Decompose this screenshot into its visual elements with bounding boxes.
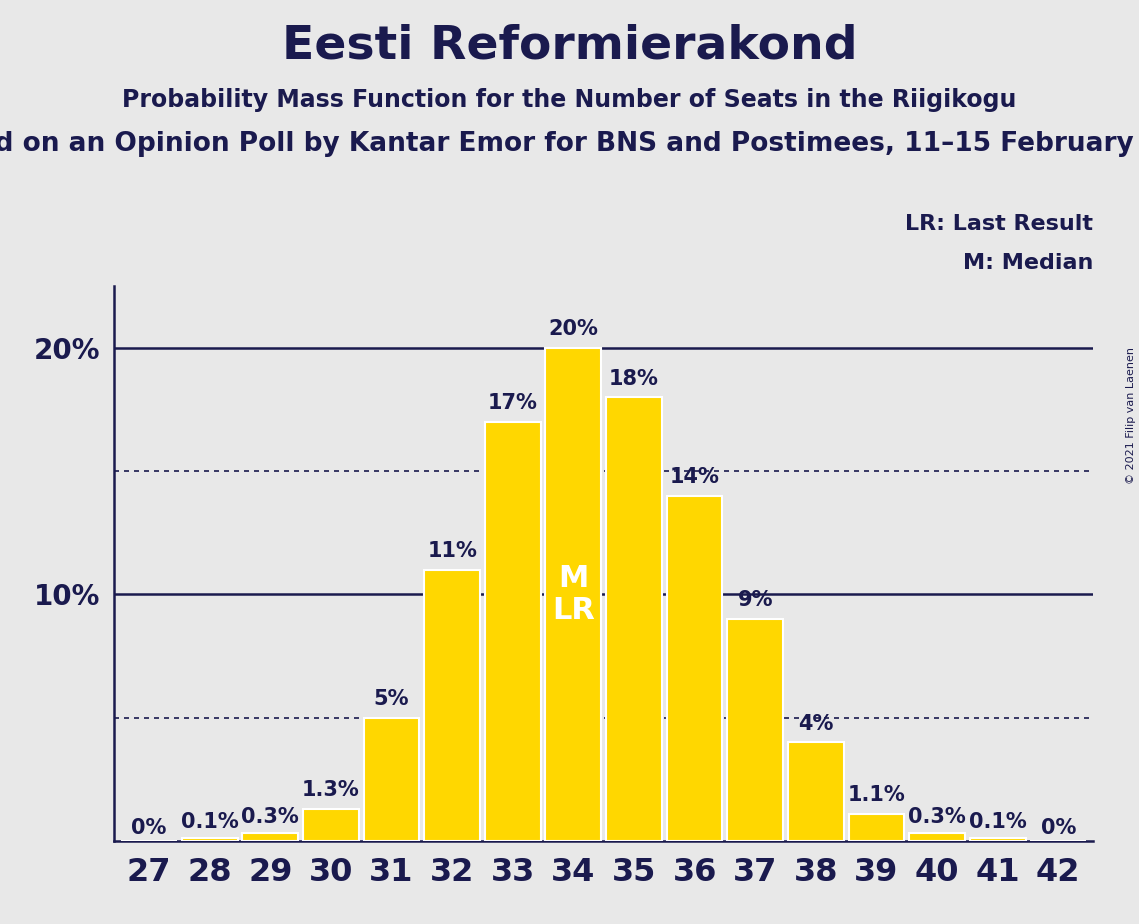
- Text: 0.1%: 0.1%: [969, 812, 1026, 833]
- Text: 5%: 5%: [374, 689, 409, 709]
- Text: 9%: 9%: [737, 590, 773, 611]
- Text: © 2021 Filip van Laenen: © 2021 Filip van Laenen: [1126, 347, 1136, 484]
- Bar: [969, 838, 1025, 841]
- Bar: [243, 833, 298, 841]
- Text: 14%: 14%: [670, 468, 720, 487]
- Text: Probability Mass Function for the Number of Seats in the Riigikogu: Probability Mass Function for the Number…: [122, 88, 1017, 112]
- Bar: [363, 718, 419, 841]
- Text: 1.1%: 1.1%: [847, 785, 906, 805]
- Text: LR: Last Result: LR: Last Result: [906, 214, 1093, 235]
- Text: M: Median: M: Median: [964, 253, 1093, 274]
- Bar: [666, 496, 722, 841]
- Bar: [303, 808, 359, 841]
- Bar: [849, 814, 904, 841]
- Text: 0%: 0%: [131, 818, 166, 838]
- Text: 0.1%: 0.1%: [181, 812, 238, 833]
- Bar: [788, 742, 844, 841]
- Bar: [606, 397, 662, 841]
- Text: 4%: 4%: [798, 713, 834, 734]
- Text: 18%: 18%: [609, 369, 659, 389]
- Bar: [424, 570, 480, 841]
- Text: 20%: 20%: [548, 320, 598, 339]
- Text: M
LR: M LR: [552, 565, 595, 625]
- Text: 17%: 17%: [487, 394, 538, 413]
- Text: 0.3%: 0.3%: [241, 808, 300, 827]
- Bar: [909, 833, 965, 841]
- Bar: [485, 422, 541, 841]
- Bar: [182, 838, 238, 841]
- Text: 1.3%: 1.3%: [302, 780, 360, 800]
- Text: 0.3%: 0.3%: [908, 808, 966, 827]
- Bar: [546, 348, 601, 841]
- Bar: [728, 619, 784, 841]
- Text: 0%: 0%: [1041, 818, 1076, 838]
- Text: Eesti Reformierakond: Eesti Reformierakond: [281, 23, 858, 68]
- Text: Based on an Opinion Poll by Kantar Emor for BNS and Postimees, 11–15 February 20: Based on an Opinion Poll by Kantar Emor …: [0, 131, 1139, 157]
- Text: 11%: 11%: [427, 541, 477, 561]
